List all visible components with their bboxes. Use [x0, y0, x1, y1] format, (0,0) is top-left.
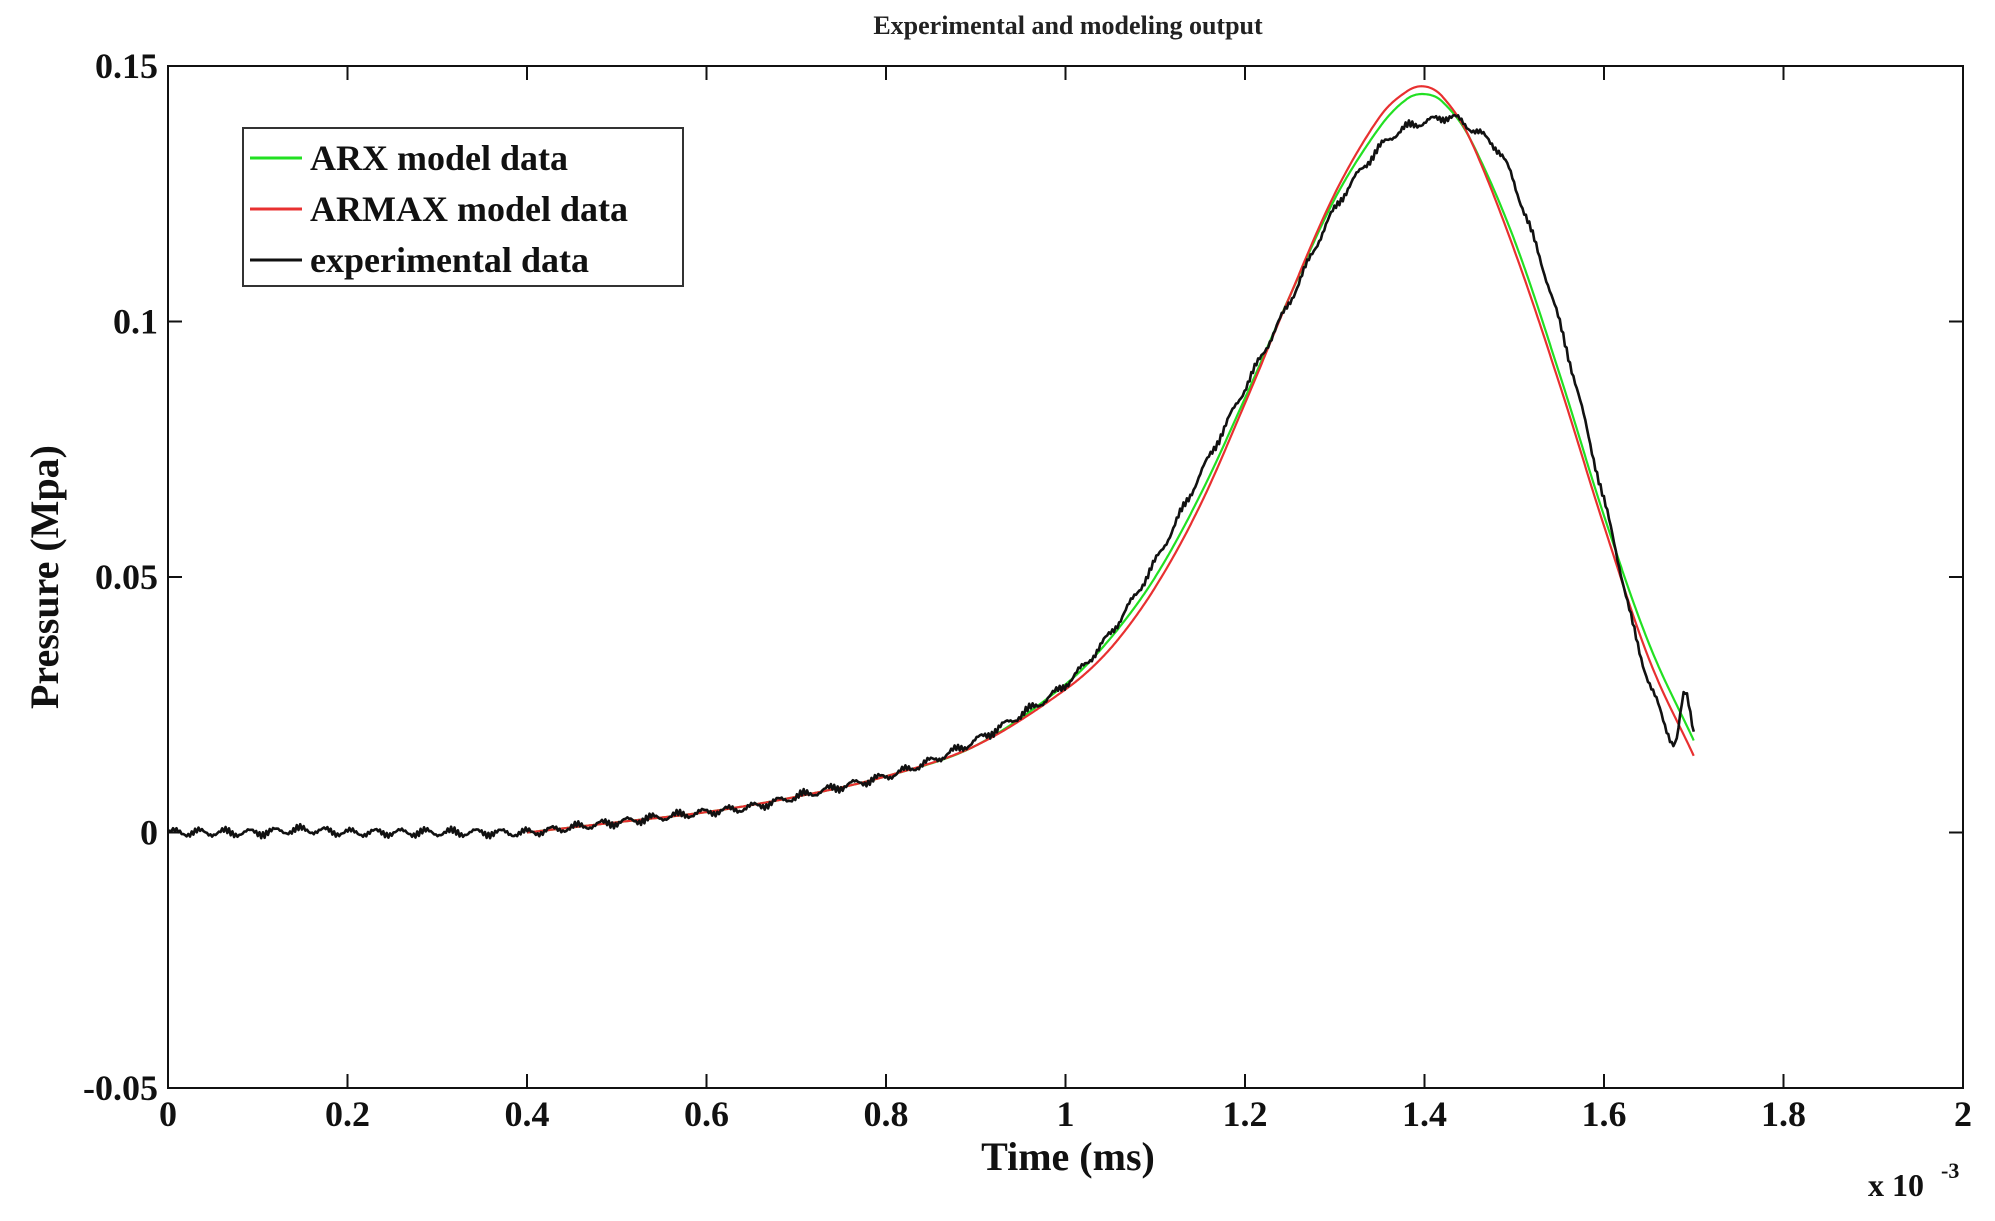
x-tick-label: 0.4 — [505, 1094, 550, 1134]
x-tick-label: 2 — [1954, 1094, 1972, 1134]
legend-entry-label: experimental data — [310, 240, 589, 280]
x-axis-label: Time (ms) — [981, 1134, 1155, 1179]
legend: ARX model data ARMAX model data experiment… — [242, 127, 684, 287]
x-tick-label: 0 — [159, 1094, 177, 1134]
legend-entry-label: ARX model data — [310, 138, 568, 178]
x-tick-label: 1.4 — [1402, 1094, 1447, 1134]
series-lines — [167, 85, 1696, 840]
chart-title: Experimental and modeling output — [873, 11, 1263, 40]
x-tick-label: 0.8 — [864, 1094, 909, 1134]
x-tick-label: 1.6 — [1582, 1094, 1627, 1134]
series-line-experimental-data — [167, 113, 1696, 840]
x-tick-label: 0.2 — [325, 1094, 370, 1134]
legend-entry-label: ARMAX model data — [310, 189, 628, 229]
tick-marks — [167, 65, 1964, 1089]
x-tick-label: 1 — [1057, 1094, 1075, 1134]
y-tick-labels: -0.05 0 0.05 0.1 0.15 — [83, 46, 158, 1108]
x-tick-label: 1.8 — [1761, 1094, 1806, 1134]
x-axis-multiplier-exponent: -3 — [1941, 1158, 1959, 1183]
y-tick-label: 0 — [140, 813, 158, 853]
y-tick-label: 0.05 — [95, 557, 158, 597]
x-tick-label: 0.6 — [684, 1094, 729, 1134]
x-tick-label: 1.2 — [1223, 1094, 1268, 1134]
x-axis-multiplier: x 10 — [1868, 1167, 1924, 1203]
x-tick-labels: 0 0.2 0.4 0.6 0.8 1 1.2 1.4 1.6 1.8 2 — [159, 1094, 1972, 1134]
y-tick-label: -0.05 — [83, 1068, 158, 1108]
y-tick-label: 0.15 — [95, 46, 158, 86]
y-axis-label: Pressure (Mpa) — [22, 445, 67, 709]
legend-box — [242, 127, 684, 287]
y-tick-label: 0.1 — [113, 302, 158, 342]
